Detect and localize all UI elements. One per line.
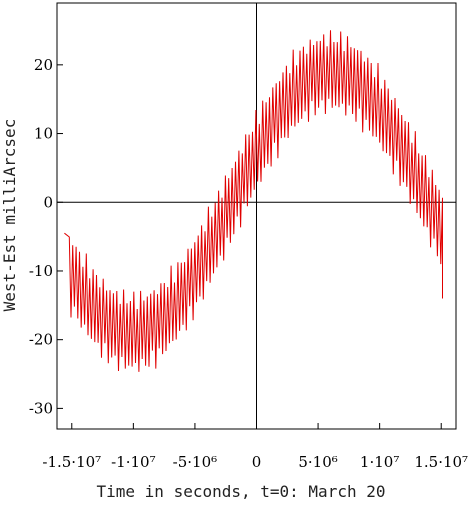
series-line bbox=[64, 30, 443, 372]
y-tick-label: -30 bbox=[29, 399, 53, 417]
x-tick-label: 1.5·10⁷ bbox=[414, 453, 468, 471]
y-tick-label: -10 bbox=[29, 262, 53, 280]
y-tick-label: 10 bbox=[34, 125, 53, 143]
y-tick-label: -20 bbox=[29, 331, 53, 349]
x-tick-label: 0 bbox=[252, 453, 262, 471]
y-tick-label: 0 bbox=[43, 193, 53, 211]
x-tick-label: 5·10⁶ bbox=[298, 453, 337, 471]
x-tick-label: 1·10⁷ bbox=[360, 453, 399, 471]
x-tick-label: -1·10⁷ bbox=[111, 453, 155, 471]
x-axis-title: Time in seconds, t=0: March 20 bbox=[97, 482, 386, 501]
x-tick-label: -5·10⁶ bbox=[173, 453, 217, 471]
y-tick-label: 20 bbox=[34, 56, 53, 74]
x-tick-label: -1.5·10⁷ bbox=[42, 453, 101, 471]
y-ticks: -30 -20 -10 0 10 20 bbox=[29, 56, 63, 417]
y-axis-title: West-Est milliArcsec bbox=[0, 119, 19, 312]
x-ticks: -1.5·10⁷ -1·10⁷ -5·10⁶ 0 5·10⁶ 1·10⁷ 1.5·10⁷ bbox=[42, 423, 468, 471]
